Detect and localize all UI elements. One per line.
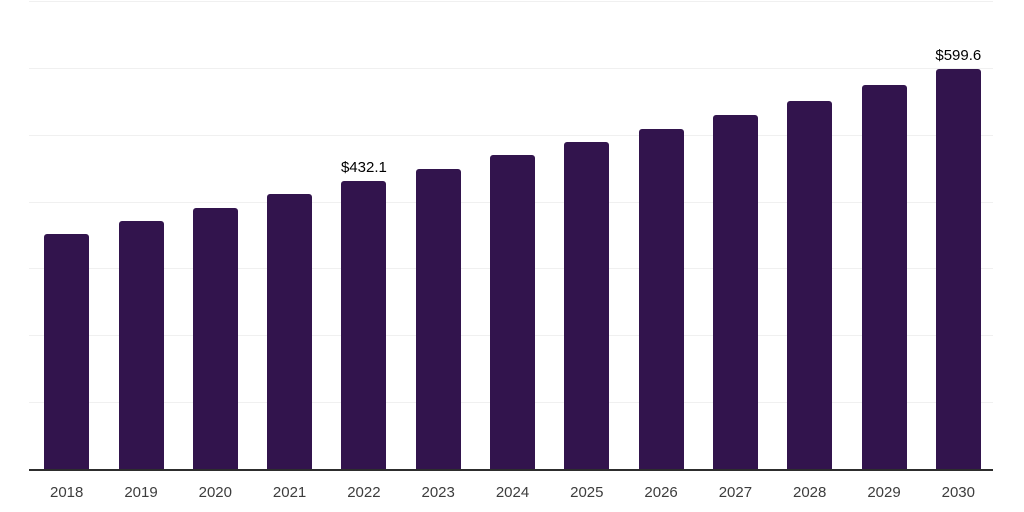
x-axis-labels: 2018 2019 2020 2021 2022 2023 2024 2025 2026 2027… [29,483,993,503]
x-tick-label-2022: 2022 [347,484,381,501]
x-tick-label-2025: 2025 [570,484,604,501]
gridline-700 [29,1,993,2]
bar-2023 [415,168,461,470]
x-tick-label-2030: 2030 [941,484,975,501]
bar-2030 [935,69,981,470]
bar-2021 [267,194,313,470]
bar-2027 [712,115,758,470]
bar-2026 [638,129,684,470]
bar-2018 [44,233,90,470]
x-tick-label-2028: 2028 [793,484,827,501]
x-tick-label-2029: 2029 [867,484,901,501]
x-tick-label-2024: 2024 [495,484,530,501]
value-label-2022: $432.1 [340,159,387,177]
x-tick-label-2020: 2020 [198,484,232,501]
x-tick-label-2021: 2021 [272,484,307,501]
x-tick-label-2019: 2019 [124,484,158,501]
bar-2029 [861,85,907,470]
plot-area: $432.1 $599.6 [29,1,993,471]
value-label-2030: $599.6 [935,47,982,65]
bar-2022 [341,181,387,470]
bar-2019 [118,221,164,470]
bar-2020 [192,207,238,470]
bar-2024 [490,155,535,470]
bar-2025 [564,142,610,470]
x-tick-label-2027: 2027 [718,484,753,501]
bar-2028 [787,100,833,470]
x-tick-label-2023: 2023 [421,484,455,501]
x-tick-label-2018: 2018 [50,484,84,501]
gridline-600 [29,67,993,69]
x-tick-label-2026: 2026 [644,484,678,501]
gridline-500 [29,134,993,136]
x-axis-line [29,469,993,471]
